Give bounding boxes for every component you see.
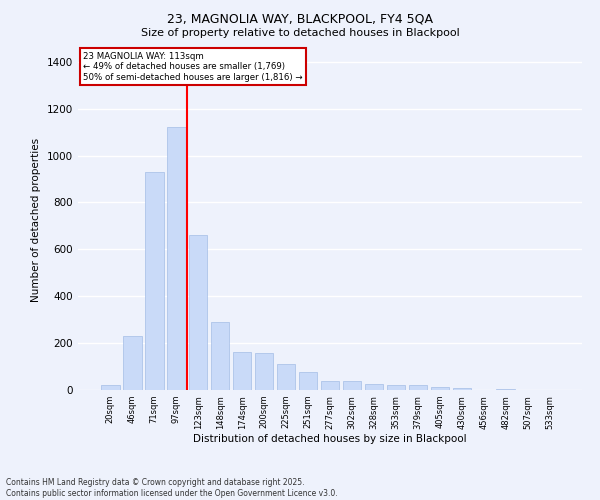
Bar [145,172,164,390]
Text: 23 MAGNOLIA WAY: 113sqm
← 49% of detached houses are smaller (1,769)
50% of semi: 23 MAGNOLIA WAY: 113sqm ← 49% of detache… [83,52,302,82]
Bar [123,336,142,390]
Bar [452,388,471,390]
Bar [101,386,119,390]
Bar [496,389,515,390]
Bar [277,364,295,390]
Y-axis label: Number of detached properties: Number of detached properties [31,138,41,302]
X-axis label: Distribution of detached houses by size in Blackpool: Distribution of detached houses by size … [193,434,467,444]
Bar [365,384,383,390]
Bar [299,372,317,390]
Text: Contains HM Land Registry data © Crown copyright and database right 2025.
Contai: Contains HM Land Registry data © Crown c… [6,478,338,498]
Bar [320,380,340,390]
Bar [211,322,229,390]
Bar [189,235,208,390]
Bar [167,128,185,390]
Text: 23, MAGNOLIA WAY, BLACKPOOL, FY4 5QA: 23, MAGNOLIA WAY, BLACKPOOL, FY4 5QA [167,12,433,26]
Text: Size of property relative to detached houses in Blackpool: Size of property relative to detached ho… [140,28,460,38]
Bar [431,387,449,390]
Bar [409,386,427,390]
Bar [343,381,361,390]
Bar [255,353,274,390]
Bar [386,386,405,390]
Bar [233,352,251,390]
